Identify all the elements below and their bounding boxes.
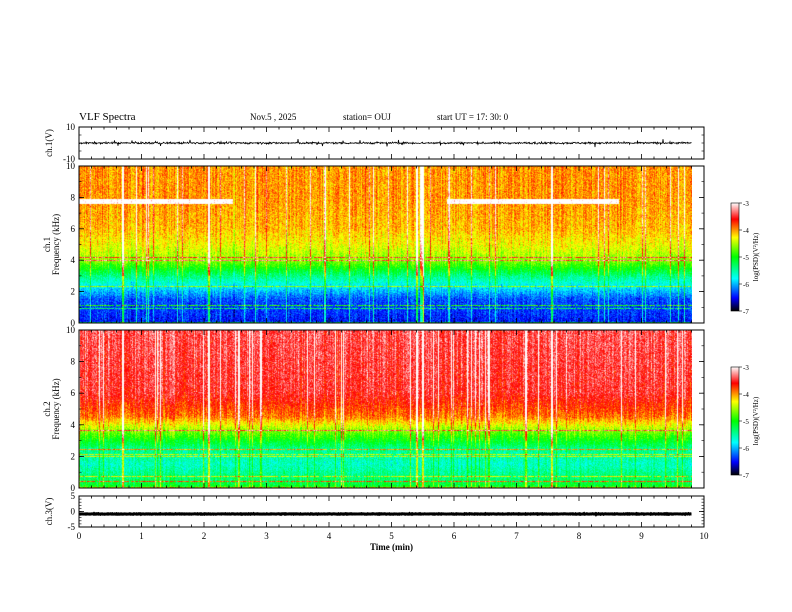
x-tick-label: 9: [639, 531, 644, 541]
spectrogram-image-ch2: [79, 330, 692, 488]
colorbar-ch2: [730, 366, 740, 476]
y-label-ch1-spectrogram: ch.1: [42, 237, 52, 252]
x-tick-label: 6: [452, 531, 457, 541]
colorbar-tick-label-ch1: -6: [743, 281, 749, 289]
y-label-ch1-waveform: ch.1(V): [44, 129, 54, 157]
y-tick-label-ch1-waveform: 10: [66, 122, 76, 132]
x-tick-label: 8: [577, 531, 582, 541]
y-tick-label-ch2-spectrogram: 2: [71, 451, 76, 461]
spectrogram-image-ch1: [79, 166, 692, 323]
y-tick-label-ch3-waveform: 0: [71, 507, 76, 517]
x-tick-label: 4: [327, 531, 332, 541]
y-tick-label-ch1-spectrogram: 2: [71, 287, 76, 297]
ch3-waveform-line: [78, 511, 692, 517]
x-axis-label: Time (min): [370, 542, 413, 552]
y-tick-label-ch1-spectrogram: 0: [71, 318, 76, 328]
colorbar-tick-label-ch1: -5: [743, 254, 749, 262]
figure-title: VLF Spectra: [79, 111, 136, 123]
colorbar-tick-label-ch1: -3: [743, 200, 749, 208]
y-label-ch3-waveform: ch.3(V): [44, 498, 54, 526]
x-tick-label: 7: [514, 531, 519, 541]
colorbar-label-ch2: log(PSD)(V²/Hz): [752, 396, 760, 445]
start-time-label: start UT = 17: 30: 0: [437, 112, 509, 122]
colorbar-tick-label-ch2: -3: [743, 364, 749, 372]
x-tick-label: 10: [700, 531, 710, 541]
colorbar-tick-label-ch2: -6: [743, 445, 749, 453]
y-tick-label-ch3-waveform: -5: [68, 522, 76, 532]
y-tick-label-ch1-spectrogram: 4: [71, 255, 76, 265]
y-label-ch2-spectrogram: ch.2: [42, 401, 52, 416]
y-tick-label-ch1-spectrogram: 8: [71, 192, 76, 202]
y-tick-label-ch1-spectrogram: 10: [66, 161, 76, 171]
x-tick-label: 0: [77, 531, 82, 541]
x-tick-label: 5: [389, 531, 394, 541]
y-tick-label-ch2-spectrogram: 10: [66, 325, 76, 335]
y-tick-label-ch3-waveform: 5: [71, 491, 76, 501]
x-tick-label: 2: [202, 531, 207, 541]
y-tick-label-ch1-waveform: -10: [63, 154, 75, 164]
ch1-waveform-line: [78, 139, 692, 148]
station-label: station= OUJ: [343, 112, 391, 122]
colorbar-tick-label-ch1: -4: [743, 227, 749, 235]
y-label-ch1-spectrogram-sub: Frequency (kHz): [51, 214, 61, 275]
colorbar-tick-label-ch2: -4: [743, 391, 749, 399]
y-tick-label-ch2-spectrogram: 4: [71, 420, 76, 430]
colorbar-ch1: [730, 202, 740, 312]
colorbar-tick-label-ch1: -7: [743, 308, 749, 316]
y-label-ch2-spectrogram-sub: Frequency (kHz): [51, 378, 61, 439]
y-tick-label-ch2-spectrogram: 6: [71, 388, 76, 398]
colorbar-label-ch1: log(PSD)(V²/Hz): [752, 232, 760, 281]
y-tick-label-ch2-spectrogram: 8: [71, 357, 76, 367]
date-label: Nov.5 , 2025: [250, 112, 297, 122]
y-tick-label-ch2-spectrogram: 0: [71, 483, 76, 493]
y-tick-label-ch1-spectrogram: 6: [71, 224, 76, 234]
x-tick-label: 3: [264, 531, 269, 541]
colorbar-tick-label-ch2: -5: [743, 418, 749, 426]
colorbar-tick-label-ch2: -7: [743, 472, 749, 480]
x-tick-label: 1: [139, 531, 144, 541]
